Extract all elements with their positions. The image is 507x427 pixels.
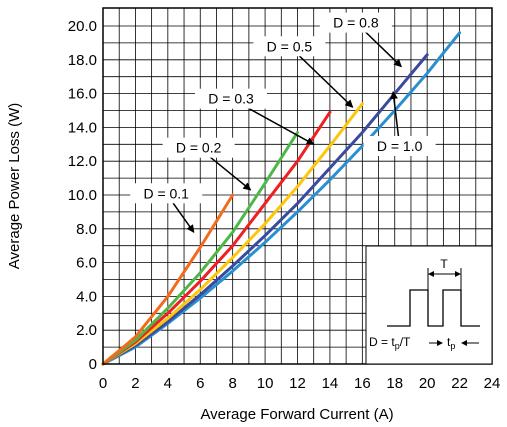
annotation-label: D = 0.5 bbox=[267, 38, 313, 54]
y-tick-label: 20.0 bbox=[68, 18, 97, 35]
series-annotations: D = 0.1 D = 0.2 D = 0.3 D = 0.5 D = 0.8 D = 1… bbox=[130, 12, 436, 233]
inset-duty-label: D = tp/T bbox=[369, 335, 411, 351]
inset-period-label: T bbox=[440, 257, 448, 271]
annotation-label: D = 0.8 bbox=[333, 15, 379, 31]
inset-tp-arrowhead-right bbox=[461, 340, 467, 346]
x-tick-label: 12 bbox=[289, 375, 306, 392]
inset-box bbox=[365, 245, 493, 365]
y-tick-label: 18.0 bbox=[68, 52, 97, 69]
annotation-label: D = 1.0 bbox=[377, 138, 423, 154]
annotation-label-bg bbox=[162, 137, 235, 158]
duty-cycle-inset: T D = tp/T tp bbox=[365, 245, 493, 365]
inset-period-arrowhead-left bbox=[428, 271, 434, 277]
series-line bbox=[101, 193, 235, 366]
x-tick-label: 6 bbox=[196, 375, 204, 392]
y-tick-label: 8.0 bbox=[76, 221, 97, 238]
series-line bbox=[101, 130, 299, 366]
inset-pulse-label: tp bbox=[447, 335, 455, 351]
y-tick-label: 0 bbox=[89, 356, 97, 373]
series-curves bbox=[101, 31, 462, 366]
y-tick-label: 4.0 bbox=[76, 288, 97, 305]
x-tick-label: 24 bbox=[484, 375, 501, 392]
inset-pulse-waveform bbox=[387, 289, 480, 327]
annotation-label: D = 0.2 bbox=[176, 140, 222, 156]
annotation-label-bg bbox=[253, 36, 326, 57]
x-tick-label: 22 bbox=[451, 375, 468, 392]
x-tick-label: 14 bbox=[322, 375, 339, 392]
y-tick-label: 14.0 bbox=[68, 119, 97, 136]
series-line bbox=[101, 102, 364, 366]
annotation-label-bg bbox=[363, 135, 436, 156]
y-tick-label: 12.0 bbox=[68, 153, 97, 170]
x-tick-label: 8 bbox=[228, 375, 236, 392]
inset-tp-arrowhead-left bbox=[437, 340, 443, 346]
x-axis-title: Average Forward Current (A) bbox=[200, 406, 393, 423]
x-tick-label: 0 bbox=[99, 375, 107, 392]
x-tick-label: 10 bbox=[257, 375, 274, 392]
annotation-label: D = 0.1 bbox=[143, 185, 189, 201]
x-tick-label: 20 bbox=[419, 375, 436, 392]
plot-frame bbox=[102, 7, 493, 365]
series-line bbox=[101, 53, 429, 366]
y-tick-label: 10.0 bbox=[68, 187, 97, 204]
y-axis-title: Average Power Loss (W) bbox=[6, 103, 23, 269]
x-tick-label: 4 bbox=[164, 375, 172, 392]
annotation-label-bg bbox=[130, 183, 203, 204]
annotation-label: D = 0.3 bbox=[208, 91, 254, 107]
series-line bbox=[101, 110, 332, 366]
annotation-label-bg bbox=[195, 88, 268, 109]
x-tick-label: 2 bbox=[131, 375, 139, 392]
annotation-arrow bbox=[288, 45, 354, 108]
y-tick-label: 16.0 bbox=[68, 86, 97, 103]
annotation-label-bg bbox=[319, 12, 392, 33]
x-tick-label: 18 bbox=[386, 375, 403, 392]
y-tick-labels: 0 2.0 4.0 6.0 8.0 10.0 12.0 14.0 16.0 18.0 20.0 bbox=[68, 18, 97, 373]
y-tick-label: 2.0 bbox=[76, 322, 97, 339]
x-tick-label: 16 bbox=[354, 375, 371, 392]
y-tick-label: 6.0 bbox=[76, 255, 97, 272]
x-tick-labels: 0 2 4 6 8 10 12 14 16 18 20 22 24 bbox=[99, 375, 501, 392]
inset-period-arrowhead-right bbox=[455, 271, 461, 277]
